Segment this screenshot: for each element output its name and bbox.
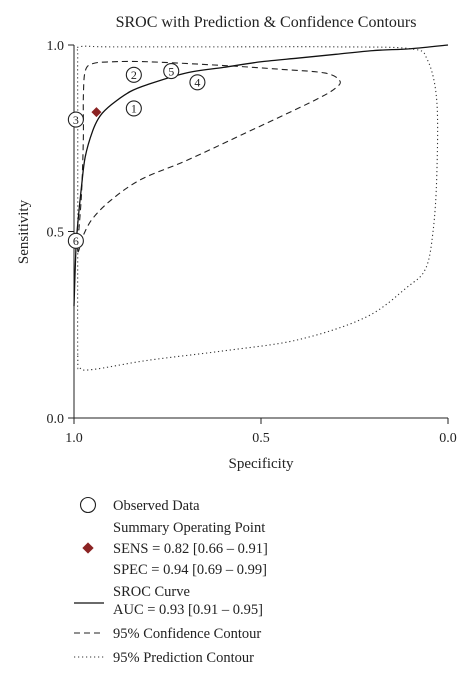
summary-point-group <box>91 107 102 118</box>
prediction-contour <box>76 45 439 371</box>
y-tick-label: 1.0 <box>47 39 65 54</box>
legend-summary-symbol <box>82 542 94 554</box>
observed-point <box>125 100 142 117</box>
observed-points: 1 2 3 4 5 6 <box>67 63 206 249</box>
observed-point <box>189 74 206 91</box>
observed-point-label: 1 <box>131 102 137 116</box>
legend-auc-label: AUC = 0.93 [0.91 – 0.95] <box>113 602 263 618</box>
legend: Observed Data Summary Operating Point SE… <box>74 496 268 666</box>
y-axis-label: Sensitivity <box>16 199 32 264</box>
observed-point <box>67 111 84 128</box>
summary-operating-point <box>91 107 102 118</box>
legend-sens-label: SENS = 0.82 [0.66 – 0.91] <box>113 541 268 557</box>
sroc-curve <box>73 44 449 307</box>
x-tick-label: 0.0 <box>439 431 457 446</box>
legend-observed-symbol <box>79 496 97 514</box>
chart-title: SROC with Prediction & Confidence Contou… <box>116 14 417 31</box>
legend-confidence-label: 95% Confidence Contour <box>113 626 261 642</box>
legend-sroc-title: SROC Curve <box>113 584 190 600</box>
observed-point-label: 3 <box>73 113 79 127</box>
observed-point <box>163 63 180 80</box>
observed-point-label: 2 <box>131 68 137 82</box>
observed-point <box>125 66 142 83</box>
observed-point <box>67 232 84 249</box>
observed-point-label: 5 <box>168 64 174 78</box>
y-tick-label: 0.5 <box>47 226 65 241</box>
observed-point-label: 4 <box>194 76 200 90</box>
x-tick-label: 1.0 <box>65 431 83 446</box>
contours <box>73 44 449 371</box>
confidence-contour <box>77 60 341 253</box>
legend-observed-label: Observed Data <box>113 498 200 514</box>
x-axis-label: Specificity <box>229 456 294 472</box>
observed-point-label: 6 <box>73 234 79 248</box>
legend-spec-label: SPEC = 0.94 [0.69 – 0.99] <box>113 562 267 578</box>
legend-summary-title: Summary Operating Point <box>113 520 265 536</box>
x-tick-label: 0.5 <box>252 431 270 446</box>
legend-prediction-label: 95% Prediction Contour <box>113 650 254 666</box>
y-tick-label: 0.0 <box>47 412 65 427</box>
axis-ticks: 1.0 0.5 0.0 0.0 0.5 1.0 <box>47 39 457 446</box>
